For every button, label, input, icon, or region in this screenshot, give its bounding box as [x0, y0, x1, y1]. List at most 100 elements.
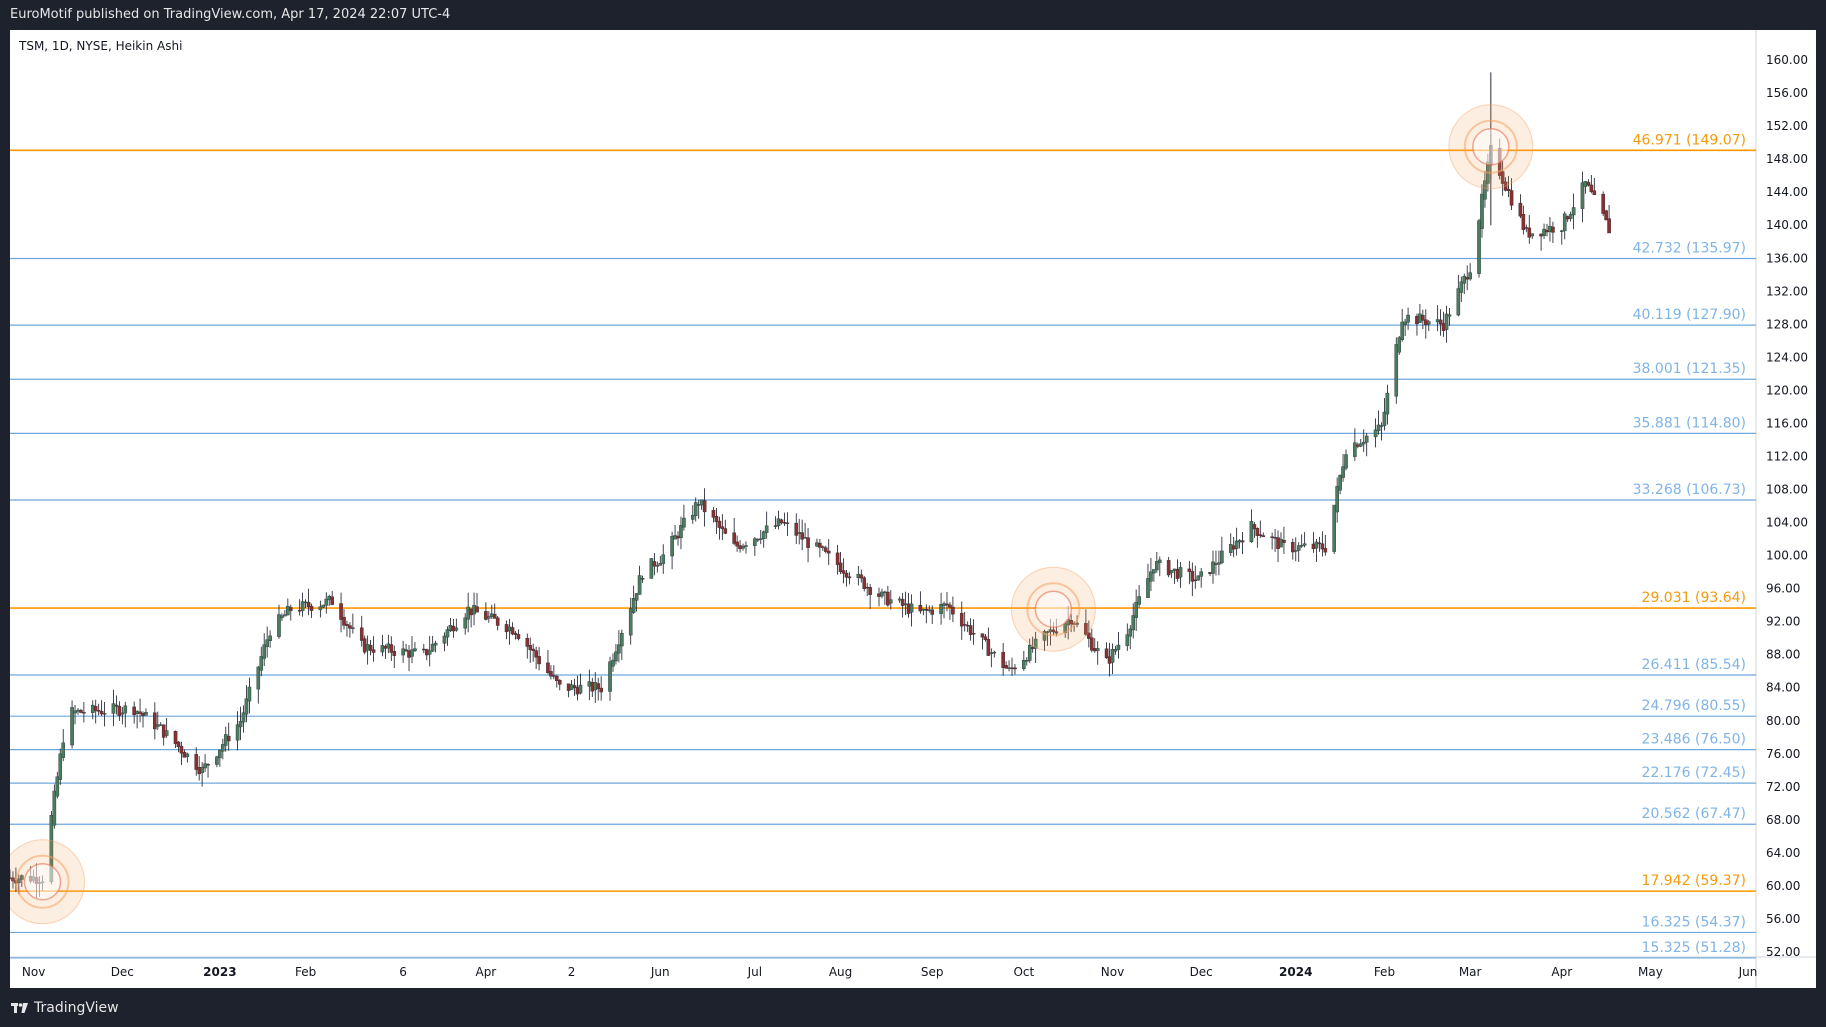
candle-body — [1054, 631, 1059, 634]
candle-body — [596, 683, 601, 690]
candle-body — [1157, 559, 1162, 563]
candle-body — [640, 578, 645, 580]
candle-body — [1545, 229, 1549, 233]
highlight-ring — [15, 854, 70, 909]
candle-body — [676, 535, 680, 539]
candle-body — [1155, 561, 1159, 571]
candle-body — [472, 605, 476, 615]
candle-body — [1341, 466, 1345, 478]
candle-body — [1134, 601, 1138, 618]
candle-body — [1344, 454, 1348, 469]
price-tick-label: 144.00 — [1766, 185, 1808, 199]
candle-body — [1586, 181, 1591, 186]
candle-body — [339, 603, 343, 620]
candle-body — [1358, 443, 1363, 447]
candle-body — [1107, 656, 1112, 664]
price-tick-label: 156.00 — [1766, 86, 1808, 100]
candle-body — [507, 626, 512, 631]
candle-body — [389, 644, 394, 653]
candle-body — [1252, 524, 1257, 530]
candle-body — [454, 627, 459, 631]
candle-body — [280, 615, 284, 619]
candle-body — [141, 713, 145, 716]
chart-pane[interactable]: 46.971 (149.07) 42.732 (135.97) 40.119 (12… — [10, 30, 1816, 988]
candle-body — [959, 612, 964, 627]
candle-body — [1001, 651, 1005, 668]
price-tick-label: 116.00 — [1766, 416, 1808, 430]
price-tick-label: 152.00 — [1766, 119, 1808, 133]
candle-body — [838, 562, 843, 572]
level-label: 46.971 (149.07) — [1633, 132, 1746, 148]
candle-body — [79, 710, 83, 713]
candle-body — [578, 684, 583, 694]
candle-body — [655, 565, 660, 567]
candle-body — [1084, 623, 1088, 635]
level-label: 17.942 (59.37) — [1642, 873, 1746, 889]
candle-body — [841, 570, 846, 574]
candle-body — [359, 627, 364, 641]
candle-body — [897, 598, 902, 601]
candle-body — [590, 682, 595, 692]
candle-body — [856, 573, 861, 578]
price-tick-label: 104.00 — [1766, 516, 1808, 530]
candle-body — [1010, 667, 1014, 669]
tradingview-brand: TradingView — [34, 1000, 119, 1016]
candle-body — [1273, 537, 1277, 539]
candle-body — [132, 706, 136, 716]
candle-body — [673, 535, 677, 540]
price-tick-label: 128.00 — [1766, 317, 1808, 331]
candle-body — [847, 576, 852, 579]
candlestick-chart[interactable]: 46.971 (149.07) 42.732 (135.97) 40.119 (12… — [10, 30, 1816, 988]
candle-body — [1465, 277, 1470, 280]
level-label: 42.732 (135.97) — [1633, 240, 1746, 256]
candle-body — [55, 776, 60, 797]
price-tick-label: 68.00 — [1766, 813, 1800, 827]
candle-body — [826, 550, 831, 554]
candle-body — [262, 644, 266, 659]
candle-body — [1187, 568, 1192, 572]
candle-body — [1373, 429, 1378, 438]
candle-body — [158, 724, 163, 726]
candle-body — [611, 659, 615, 667]
candle-body — [1217, 562, 1221, 565]
price-tick-label: 92.00 — [1766, 615, 1800, 629]
candle-body — [779, 519, 784, 523]
candle-body — [161, 724, 166, 738]
candle-body — [70, 707, 74, 746]
time-tick-label: Jun — [1738, 965, 1758, 979]
candle-body — [484, 611, 488, 620]
candle-body — [135, 711, 139, 714]
candle-body — [1376, 424, 1381, 432]
level-lines: 46.971 (149.07) 42.732 (135.97) 40.119 (12… — [10, 132, 1756, 959]
candle-body — [756, 538, 760, 541]
candle-body — [1220, 550, 1224, 564]
candle-body — [1030, 647, 1035, 649]
candle-body — [114, 704, 119, 707]
candle-body — [427, 650, 432, 655]
candle-body — [1338, 475, 1342, 491]
highlight-core — [1472, 128, 1510, 166]
candle-body — [797, 532, 801, 534]
candle-body — [865, 586, 869, 589]
candle-body — [1193, 579, 1198, 582]
level-label: 16.325 (54.37) — [1642, 914, 1746, 930]
candle-body — [803, 537, 807, 539]
candle-body — [1178, 567, 1183, 578]
price-tick-label: 88.00 — [1766, 648, 1800, 662]
candle-body — [835, 552, 840, 565]
candle-body — [968, 625, 973, 635]
candle-body — [96, 710, 101, 712]
candle-body — [1293, 550, 1298, 552]
candle-body — [971, 633, 976, 635]
candle-body — [903, 603, 908, 605]
candle-body — [179, 745, 184, 754]
candle-body — [965, 624, 970, 627]
candle-body — [918, 604, 923, 612]
candle-body — [1506, 188, 1511, 191]
candle-body — [569, 684, 574, 690]
tradingview-logo[interactable]: TradingView — [11, 1000, 119, 1016]
candle-body — [945, 603, 949, 606]
candle-body — [422, 648, 426, 651]
candle-body — [238, 721, 243, 728]
candle-body — [1137, 596, 1141, 605]
